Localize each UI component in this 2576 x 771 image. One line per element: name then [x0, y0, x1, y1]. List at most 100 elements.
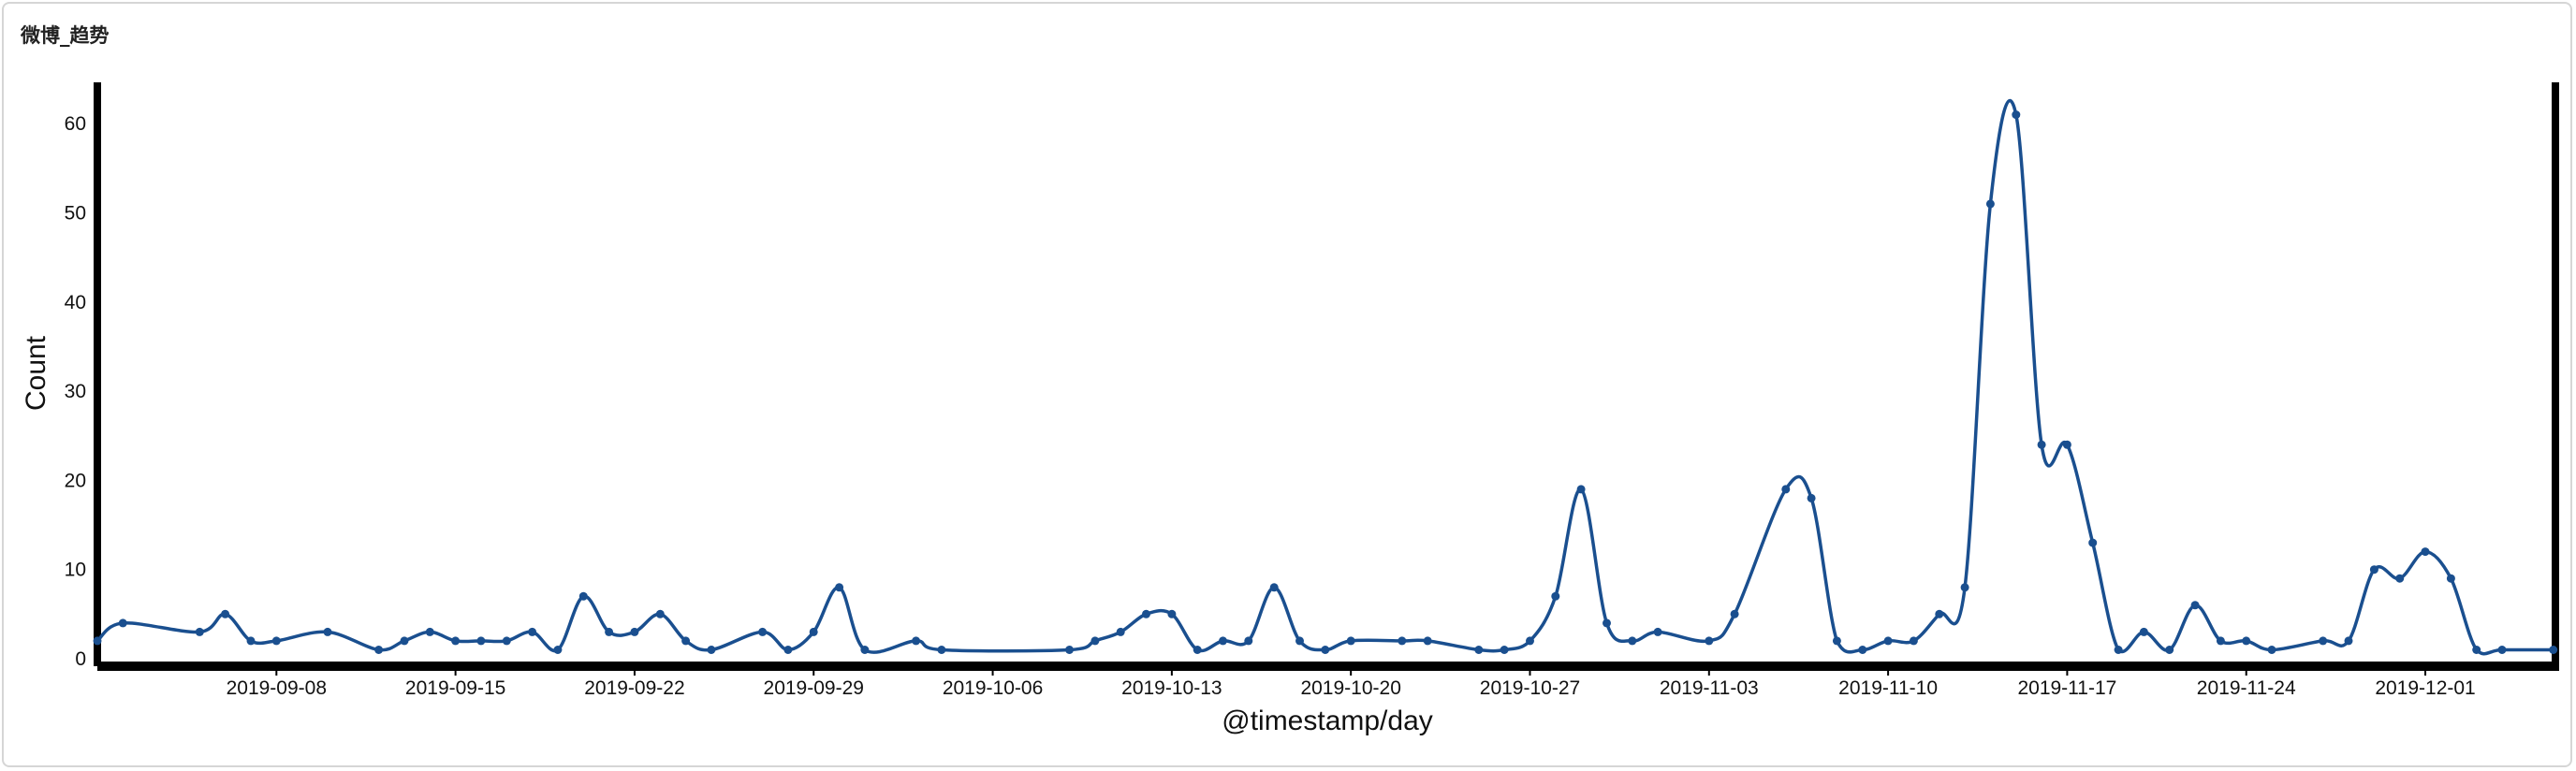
data-point[interactable] — [1295, 636, 1304, 646]
data-point[interactable] — [707, 646, 716, 654]
data-point[interactable] — [2012, 110, 2021, 120]
data-point[interactable] — [1883, 636, 1893, 646]
data-point[interactable] — [809, 627, 818, 636]
data-point[interactable] — [221, 609, 230, 618]
data-point[interactable] — [937, 646, 946, 654]
data-point[interactable] — [912, 636, 921, 646]
data-point[interactable] — [1551, 591, 1560, 601]
data-point[interactable] — [553, 646, 563, 654]
y-tick-label: 10 — [65, 560, 86, 581]
data-point[interactable] — [2242, 636, 2251, 646]
data-point[interactable] — [1090, 636, 1100, 646]
panel-title: 微博_趋势 — [21, 24, 110, 47]
data-point[interactable] — [425, 627, 434, 636]
data-point[interactable] — [1474, 646, 1484, 654]
x-tick-label: 2019-10-20 — [1300, 677, 1400, 699]
data-point[interactable] — [758, 627, 768, 636]
data-point[interactable] — [783, 646, 793, 654]
data-point[interactable] — [1167, 609, 1177, 618]
data-point[interactable] — [1832, 636, 1841, 646]
data-point[interactable] — [2497, 646, 2507, 654]
data-point[interactable] — [374, 646, 384, 654]
data-point[interactable] — [2037, 440, 2046, 449]
data-point[interactable] — [578, 591, 588, 601]
data-point[interactable] — [2114, 646, 2123, 654]
data-point[interactable] — [605, 627, 614, 636]
data-point[interactable] — [2165, 646, 2174, 654]
data-point[interactable] — [1628, 636, 1637, 646]
x-tick-label: 2019-12-01 — [2375, 677, 2475, 699]
data-point[interactable] — [2395, 574, 2405, 583]
data-point[interactable] — [2421, 547, 2430, 557]
data-point[interactable] — [1142, 609, 1150, 618]
data-point[interactable] — [1500, 646, 1509, 654]
data-point[interactable] — [400, 636, 409, 646]
data-point[interactable] — [1065, 646, 1074, 654]
data-point[interactable] — [1526, 636, 1534, 646]
y-tick-label: 50 — [65, 202, 86, 224]
data-point[interactable] — [246, 636, 256, 646]
data-point[interactable] — [1705, 636, 1714, 646]
data-point[interactable] — [2369, 565, 2378, 575]
data-point[interactable] — [1603, 618, 1611, 628]
data-point[interactable] — [2267, 646, 2276, 654]
x-tick-label: 2019-09-08 — [227, 677, 327, 699]
data-point[interactable] — [1960, 583, 1969, 592]
data-point[interactable] — [1781, 485, 1791, 494]
series-line — [95, 98, 2554, 656]
data-point[interactable] — [1935, 609, 1944, 618]
data-point[interactable] — [1116, 627, 1125, 636]
y-tick-label: 30 — [65, 381, 86, 402]
data-point[interactable] — [1807, 493, 1816, 502]
data-point[interactable] — [1321, 646, 1330, 654]
x-tick-label: 2019-11-10 — [1838, 677, 1938, 699]
x-tick-label: 2019-09-29 — [764, 677, 864, 699]
data-point[interactable] — [2088, 538, 2098, 547]
data-point[interactable] — [502, 636, 511, 646]
data-point[interactable] — [118, 618, 127, 628]
data-point[interactable] — [1244, 636, 1253, 646]
data-point[interactable] — [860, 646, 870, 654]
data-point[interactable] — [2319, 636, 2328, 646]
data-point[interactable] — [93, 636, 102, 646]
data-point[interactable] — [271, 636, 281, 646]
data-point[interactable] — [1909, 636, 1918, 646]
data-point[interactable] — [1858, 646, 1867, 654]
data-point[interactable] — [1269, 583, 1279, 592]
data-point[interactable] — [681, 636, 691, 646]
data-point[interactable] — [835, 583, 844, 592]
y-tick-label: 40 — [65, 292, 86, 313]
x-tick-label: 2019-10-06 — [943, 677, 1043, 699]
data-point[interactable] — [476, 636, 486, 646]
data-point[interactable] — [451, 636, 461, 646]
x-tick-label: 2019-11-17 — [2017, 677, 2116, 699]
data-point[interactable] — [1219, 636, 1227, 646]
y-axis-label: Count — [21, 335, 51, 411]
x-tick-label: 2019-10-13 — [1121, 677, 1222, 699]
data-point[interactable] — [1985, 199, 1995, 209]
data-point[interactable] — [2216, 636, 2225, 646]
data-point[interactable] — [323, 627, 332, 636]
x-tick-label: 2019-11-03 — [1660, 677, 1759, 699]
data-point[interactable] — [1730, 609, 1739, 618]
data-point[interactable] — [1398, 636, 1407, 646]
y-tick-label: 0 — [75, 648, 86, 670]
data-point[interactable] — [2549, 646, 2558, 654]
data-point[interactable] — [1653, 627, 1662, 636]
data-point[interactable] — [1576, 485, 1586, 494]
data-point[interactable] — [655, 609, 665, 618]
data-point[interactable] — [630, 627, 639, 636]
data-point[interactable] — [1193, 646, 1202, 654]
data-point[interactable] — [2344, 636, 2353, 646]
data-point[interactable] — [2062, 440, 2071, 449]
data-point[interactable] — [2139, 627, 2148, 636]
data-point[interactable] — [2472, 646, 2481, 654]
data-point[interactable] — [2446, 574, 2455, 583]
y-tick-label: 20 — [65, 470, 86, 491]
data-point[interactable] — [195, 627, 204, 636]
data-point[interactable] — [528, 627, 537, 636]
data-point[interactable] — [1423, 636, 1432, 646]
data-point[interactable] — [1346, 636, 1355, 646]
data-point[interactable] — [2190, 601, 2200, 610]
line-chart: 0 10 20 30 40 50 60 2019-09-08 2019-09-15 2019-09… — [21, 82, 2559, 736]
